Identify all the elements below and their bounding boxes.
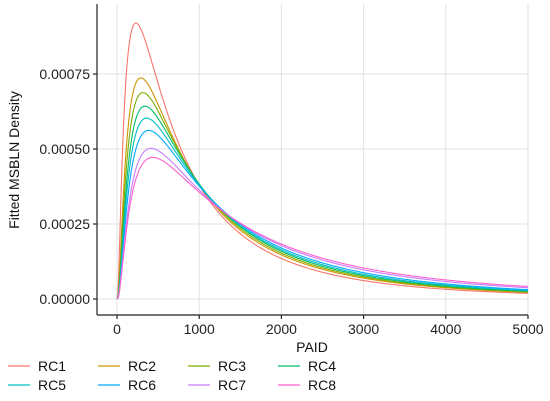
legend-label-rc5: RC5 xyxy=(38,377,66,393)
series-line-rc7 xyxy=(116,147,529,300)
y-tick-label: 0.00025 xyxy=(39,216,90,232)
series-line-rc3 xyxy=(116,92,529,300)
series-line-rc1 xyxy=(116,22,529,300)
legend-label-rc4: RC4 xyxy=(308,358,336,374)
series-line-rc4 xyxy=(116,105,529,300)
axis-layer: 0 1000 2000 3000 4000 5000 0.00000 0.00025 0.000… xyxy=(39,4,544,337)
legend-label-rc8: RC8 xyxy=(308,377,336,393)
x-tick-label: 1000 xyxy=(184,321,215,337)
x-tick-label: 4000 xyxy=(430,321,461,337)
legend-label-rc6: RC6 xyxy=(128,377,156,393)
legend-label-rc7: RC7 xyxy=(218,377,246,393)
series-line-rc8 xyxy=(116,156,529,300)
series-line-rc6 xyxy=(116,129,529,300)
legend-label-rc1: RC1 xyxy=(38,358,66,374)
x-axis-title: PAID xyxy=(296,339,328,355)
y-axis-title: Fitted MSBLN Density xyxy=(6,91,22,229)
series-line-rc5 xyxy=(116,117,529,300)
x-tick-label: 3000 xyxy=(348,321,379,337)
legend-label-rc3: RC3 xyxy=(218,358,246,374)
legend: RC1 RC2 RC3 RC4 RC5 RC6 RC7 RC8 xyxy=(8,358,336,393)
y-tick-label: 0.00050 xyxy=(39,141,90,157)
grid-layer xyxy=(97,4,529,315)
x-tick-label: 5000 xyxy=(512,321,543,337)
y-tick-label: 0.00000 xyxy=(39,291,90,307)
series-layer xyxy=(116,22,529,300)
x-tick-label: 2000 xyxy=(266,321,297,337)
legend-label-rc2: RC2 xyxy=(128,358,156,374)
y-tick-label: 0.00075 xyxy=(39,66,90,82)
x-tick-label: 0 xyxy=(113,321,121,337)
